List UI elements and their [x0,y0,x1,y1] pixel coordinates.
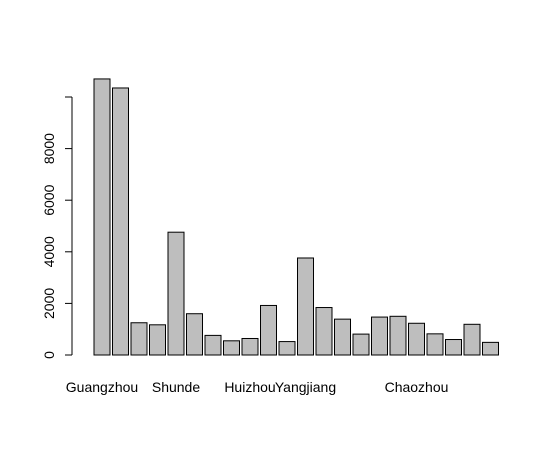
bar-12 [315,307,333,356]
x-label-huizhou: Huizhou [224,379,275,395]
bar-19 [445,339,462,356]
bars-group [93,78,499,356]
bar-15 [371,316,388,356]
x-axis-labels: Guangzhou Shunde Huizhou Yangjiang Chaozhou [66,379,449,395]
bar-6 [204,334,222,356]
y-tick-label-8000: 8000 [41,133,57,164]
bar-10 [278,341,296,356]
bar-20 [463,323,481,356]
bar-4 [167,231,185,356]
y-axis: 0 2000 4000 6000 8000 [41,96,73,359]
bar-11 [297,257,314,356]
bar-17 [408,322,425,356]
y-tick-label-6000: 6000 [41,184,57,215]
x-label-guangzhou: Guangzhou [66,379,138,395]
bar-18 [426,333,444,356]
bar-5 [186,313,203,356]
x-label-shunde: Shunde [152,379,200,395]
bar-3 [149,324,166,356]
x-label-yangjiang: Yangjiang [275,379,336,395]
bar-2 [130,322,148,356]
bar-8 [241,337,259,356]
y-tick-label-4000: 4000 [41,236,57,267]
x-label-chaozhou: Chaozhou [385,379,449,395]
bar-14 [352,333,370,356]
y-tick-label-2000: 2000 [41,288,57,319]
bar-0 [93,78,111,356]
bar-21 [482,341,499,356]
bar-7 [223,340,240,356]
bar-13 [334,318,351,356]
bar-9 [260,304,277,356]
y-tick-label-0: 0 [41,351,57,359]
bar-16 [389,315,407,356]
bar-1 [112,87,129,356]
